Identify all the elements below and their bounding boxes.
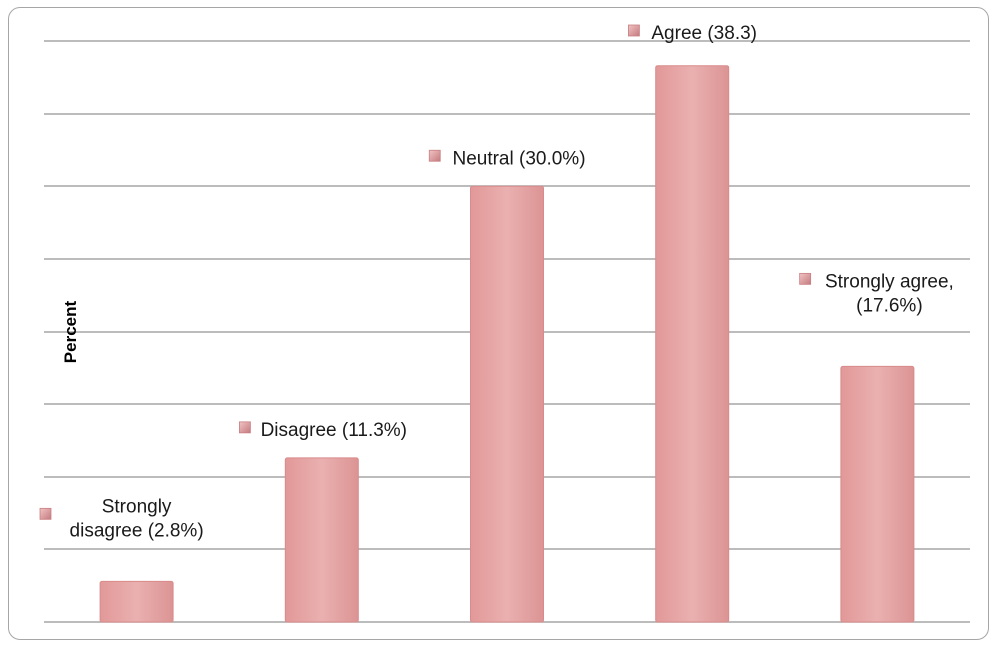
data-label-agree: Agree (38.3) bbox=[628, 23, 757, 44]
bars bbox=[99, 65, 915, 623]
data-label-text: Neutral (30.0%) bbox=[452, 148, 585, 169]
y-axis-label: Percent bbox=[61, 300, 80, 363]
legend-marker bbox=[238, 421, 251, 434]
data-label-text: (17.6%) bbox=[856, 295, 923, 316]
legend-marker bbox=[428, 149, 441, 162]
data-label-disagree: Disagree (11.3%) bbox=[238, 420, 407, 441]
data-labels: Strongly disagree (2.8%) Disagree (11.3%) N… bbox=[39, 23, 954, 541]
legend-marker bbox=[39, 507, 52, 520]
data-label-text: Disagree (11.3%) bbox=[261, 420, 407, 441]
legend-marker bbox=[628, 24, 640, 37]
data-label-text: Strongly agree, bbox=[825, 271, 954, 292]
bar-strongly-disagree bbox=[99, 580, 174, 623]
data-label-strongly-disagree: Strongly disagree (2.8%) bbox=[39, 496, 204, 541]
bar-agree bbox=[655, 65, 730, 623]
data-label-text: Agree (38.3) bbox=[651, 23, 757, 44]
legend-marker bbox=[799, 272, 812, 285]
data-label-text: Strongly bbox=[102, 496, 172, 517]
data-label-neutral: Neutral (30.0%) bbox=[428, 148, 586, 169]
bar-disagree bbox=[284, 457, 359, 623]
bar-neutral bbox=[470, 185, 544, 623]
data-label-text: disagree (2.8%) bbox=[70, 520, 204, 541]
data-label-strongly-agree: Strongly agree, (17.6%) bbox=[799, 271, 954, 316]
bar-strongly-agree bbox=[840, 365, 915, 623]
